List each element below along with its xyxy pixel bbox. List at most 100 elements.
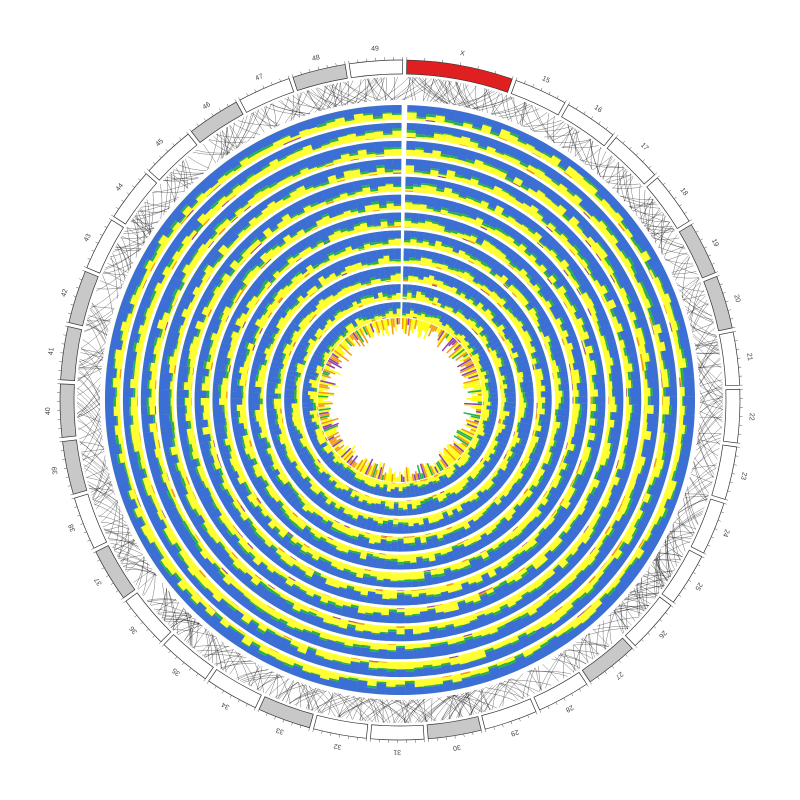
bar-segment xyxy=(623,462,633,473)
bar-segment xyxy=(165,482,169,491)
bar-segment xyxy=(155,262,167,274)
synteny-link xyxy=(264,106,305,116)
bar-segment xyxy=(227,603,237,612)
synteny-link xyxy=(667,512,703,536)
synteny-link xyxy=(112,252,122,289)
chromosome-label: 15 xyxy=(541,75,551,85)
bar-segment xyxy=(189,186,202,199)
bar-segment xyxy=(564,258,570,266)
bar-segment xyxy=(398,522,404,524)
tick-mark xyxy=(165,149,169,152)
bar-segment xyxy=(202,218,210,227)
synteny-link xyxy=(120,236,149,239)
bar-segment xyxy=(280,134,290,140)
synteny-link xyxy=(673,495,709,523)
bar-segment xyxy=(590,294,601,306)
bar-segment xyxy=(255,212,263,219)
synteny-link xyxy=(558,654,587,665)
synteny-link xyxy=(690,324,717,338)
bar-segment xyxy=(257,157,270,169)
bar-segment xyxy=(296,650,306,655)
bar-segment xyxy=(133,388,136,398)
bar-segment xyxy=(159,380,171,390)
bar-segment xyxy=(357,148,367,151)
chromosome-label: 38 xyxy=(68,523,77,533)
bar-segment xyxy=(132,342,137,352)
synteny-link xyxy=(298,682,311,711)
synteny-link xyxy=(636,582,640,618)
synteny-link xyxy=(582,637,600,655)
bar-segment xyxy=(606,500,618,513)
bar-segment xyxy=(681,377,684,388)
bar-segment xyxy=(503,152,513,158)
bar-segment xyxy=(152,345,156,355)
synteny-link xyxy=(629,201,656,207)
bar-segment xyxy=(198,202,212,216)
synteny-link xyxy=(352,697,365,720)
bar-segment xyxy=(328,138,339,144)
bar-segment xyxy=(549,221,558,229)
bar-segment xyxy=(527,227,536,235)
tick-mark xyxy=(97,559,101,562)
tick-mark xyxy=(321,730,323,734)
bar-segment xyxy=(149,326,162,338)
synteny-link xyxy=(678,511,686,552)
bar-segment xyxy=(142,247,156,261)
synteny-link xyxy=(77,397,101,417)
bar-segment xyxy=(256,179,268,190)
synteny-link xyxy=(276,673,278,699)
bar-segment xyxy=(487,664,498,670)
tick-mark xyxy=(279,78,281,82)
synteny-link xyxy=(317,693,338,713)
synteny-link xyxy=(574,139,591,157)
bar-segment xyxy=(411,596,420,606)
synteny-link xyxy=(363,697,389,723)
bar-segment xyxy=(552,242,565,255)
bar-segment xyxy=(232,365,240,373)
bar-segment xyxy=(232,163,243,172)
tick-mark xyxy=(527,715,530,718)
bar-segment xyxy=(137,324,141,334)
bar-segment xyxy=(131,322,140,334)
bar-segment xyxy=(263,610,272,617)
bar-segment xyxy=(630,412,641,423)
tick-mark xyxy=(65,325,69,327)
bar-segment xyxy=(202,253,218,268)
bar-segment xyxy=(640,447,644,457)
bar-segment xyxy=(579,195,594,211)
bar-segment xyxy=(406,149,416,151)
bar-segment xyxy=(609,443,613,452)
bar-segment xyxy=(499,580,508,587)
bar-segment xyxy=(142,279,148,289)
bar-segment xyxy=(648,317,652,327)
bar-segment xyxy=(607,222,619,235)
synteny-link xyxy=(82,339,104,358)
synteny-link xyxy=(488,89,497,116)
bar-segment xyxy=(155,422,158,432)
synteny-link xyxy=(164,588,168,622)
bar-segment xyxy=(537,585,549,596)
tick-mark xyxy=(83,266,87,268)
bar-segment xyxy=(370,195,379,203)
bar-segment xyxy=(392,169,402,171)
bar-segment xyxy=(612,233,620,243)
bar-segment xyxy=(473,199,482,204)
synteny-link xyxy=(172,607,184,630)
track-5 xyxy=(176,176,624,624)
synteny-link xyxy=(102,517,124,528)
synteny-link xyxy=(567,123,585,164)
bar-segment xyxy=(205,537,217,550)
bar-segment xyxy=(159,253,172,267)
bar-segment xyxy=(657,276,663,286)
bar-segment xyxy=(387,650,397,652)
bar-segment xyxy=(603,198,611,206)
bar-segment xyxy=(573,211,585,223)
bar-segment xyxy=(552,618,561,625)
bar-segment xyxy=(573,215,580,223)
bar-segment xyxy=(213,376,223,385)
bar-segment xyxy=(595,381,606,390)
bar-segment xyxy=(552,564,560,571)
bar-segment xyxy=(123,378,131,389)
bar-segment xyxy=(283,635,293,641)
bar-segment xyxy=(528,587,537,595)
